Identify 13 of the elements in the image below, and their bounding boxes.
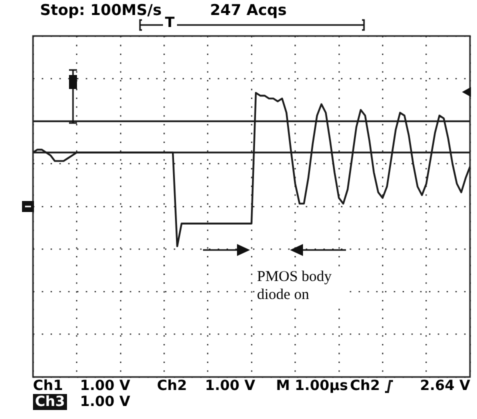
chart-subtitle: 247 Acqs (210, 1, 287, 19)
text: Ch2 (350, 378, 380, 394)
text: 2.64 V (420, 378, 470, 394)
text: Ch1 (33, 378, 63, 394)
annotation: PMOS body diode on (257, 268, 343, 304)
text: 1.00 V (80, 378, 130, 394)
text: T (163, 15, 177, 31)
text: 1.00 V (205, 378, 256, 394)
text: M 1.00µs (276, 378, 348, 394)
chart-title: Stop: 100MS/s (40, 1, 162, 19)
text: Ch2 (157, 378, 187, 394)
text: Ch3 (33, 394, 67, 410)
text: 1.00 V (80, 394, 130, 410)
